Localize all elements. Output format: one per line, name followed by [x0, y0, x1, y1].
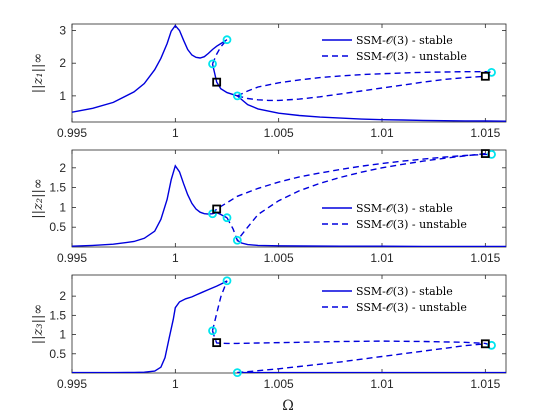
series-stable-line — [236, 239, 506, 247]
legend-stable-label: SSM-𝒪(3) - stable — [356, 202, 453, 215]
bifurcation-point — [222, 276, 232, 286]
x-tick-label: 1.015 — [470, 126, 500, 140]
special-point — [480, 339, 490, 349]
series-group — [72, 152, 506, 247]
y-axis-label: ||z₁||∞ — [31, 53, 46, 93]
bifurcation-point — [222, 35, 232, 45]
plot-area — [71, 23, 507, 123]
subplot-3: 0.995 1 1.005 1.01 1.015 0.5 1 1.5 2 ||z₃||∞ SSM-𝒪… — [31, 274, 507, 391]
x-tick-label: 1.005 — [264, 126, 294, 140]
x-tick-label: 1.005 — [264, 377, 294, 391]
y-tick-label: 1 — [59, 200, 66, 214]
x-tick-label: 1.015 — [470, 251, 500, 265]
series-stable-line — [72, 280, 228, 373]
special-point — [212, 338, 222, 348]
x-tick-label: 0.995 — [57, 251, 87, 265]
x-tick-label: 1.01 — [370, 126, 394, 140]
y-tick-label: 3 — [59, 24, 66, 38]
x-tick-label: 0.995 — [57, 126, 87, 140]
x-tick-label: 1.01 — [370, 251, 394, 265]
x-tick-label: 1 — [172, 251, 179, 265]
series-stable-line — [72, 164, 228, 247]
series-unstable-line — [211, 330, 492, 346]
bifurcation-point — [222, 213, 232, 223]
x-tick-label: 1.015 — [470, 377, 500, 391]
x-tick-label: 1.01 — [370, 377, 394, 391]
bifurcation-point — [232, 91, 242, 101]
legend-unstable-label: SSM-𝒪(3) - unstable — [356, 218, 467, 231]
legend-stable-label: SSM-𝒪(3) - stable — [356, 285, 453, 298]
series-group — [72, 280, 506, 373]
plot-area — [71, 149, 507, 248]
x-tick-label: 0.995 — [57, 377, 87, 391]
special-point — [212, 204, 222, 214]
y-axis-label: ||z₃||∞ — [31, 304, 46, 344]
y-tick-label: 1 — [59, 89, 66, 103]
special-point — [212, 77, 222, 87]
series-stable-line — [72, 24, 228, 113]
y-axis-label: ||z₂||∞ — [31, 178, 46, 218]
legend-unstable-label: SSM-𝒪(3) - unstable — [356, 50, 467, 63]
bifurcation-point — [208, 326, 217, 336]
x-axis-label: Ω — [282, 398, 294, 414]
y-tick-label: 0.5 — [49, 220, 66, 234]
legend-unstable-label: SSM-𝒪(3) - unstable — [356, 301, 467, 314]
series-unstable-line — [226, 152, 486, 242]
legend: SSM-𝒪(3) - stable SSM-𝒪(3) - unstable — [322, 285, 467, 314]
bifurcation-point — [232, 368, 242, 378]
series-stable-line — [236, 95, 506, 122]
series-unstable-line — [237, 75, 486, 102]
x-tick-label: 1.005 — [264, 251, 294, 265]
legend: SSM-𝒪(3) - stable SSM-𝒪(3) - unstable — [322, 202, 467, 231]
legend-stable-label: SSM-𝒪(3) - stable — [356, 34, 453, 47]
series-unstable-line — [211, 39, 228, 65]
bifurcation-point — [232, 235, 242, 245]
subplot-1: 0.995 1 1.005 1.01 1.015 1 2 3 ||z₁||∞ SSM-𝒪(3) -… — [31, 23, 507, 140]
y-tick-label: 1.5 — [49, 308, 66, 322]
subplot-2: 0.995 1 1.005 1.01 1.015 0.5 1 1.5 2 ||z₂||∞ SSM-𝒪… — [31, 149, 507, 265]
y-tick-label: 2 — [59, 289, 66, 303]
y-tick-label: 2 — [59, 56, 66, 70]
series-unstable-line — [237, 343, 486, 373]
y-tick-label: 1.5 — [49, 181, 66, 195]
bifurcation-point — [208, 59, 217, 69]
y-tick-label: 0.5 — [49, 347, 66, 361]
series-group — [72, 24, 506, 122]
x-tick-label: 1 — [172, 377, 179, 391]
series-unstable-line — [211, 280, 228, 331]
special-point — [480, 71, 490, 81]
special-point — [480, 149, 490, 158]
y-tick-label: 1 — [59, 328, 66, 342]
x-tick-label: 1 — [172, 126, 179, 140]
legend: SSM-𝒪(3) - stable SSM-𝒪(3) - unstable — [322, 34, 467, 63]
series-unstable-line — [237, 70, 492, 97]
plot-area — [71, 274, 507, 374]
y-tick-label: 2 — [59, 161, 66, 175]
